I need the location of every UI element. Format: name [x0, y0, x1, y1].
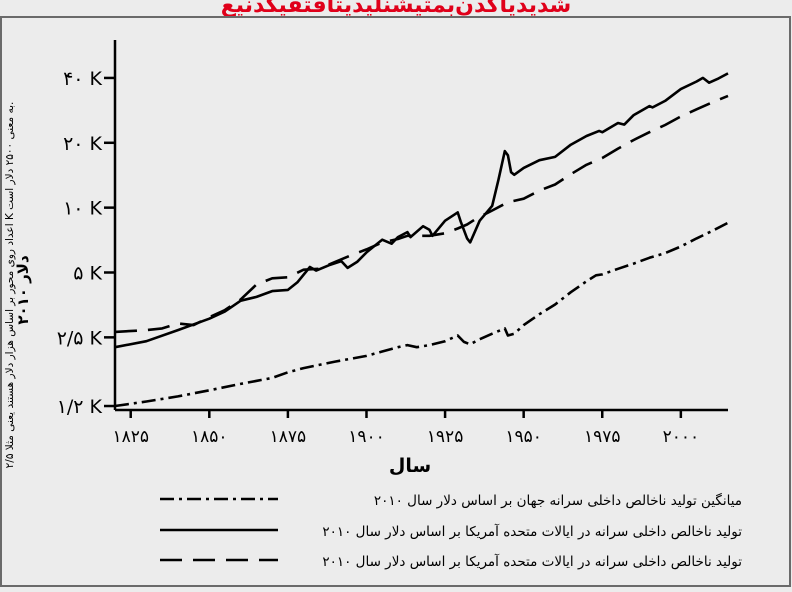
plot-area	[114, 72, 729, 408]
series-line-solid	[114, 72, 729, 349]
x-tick-label: ۱۹۲۵	[427, 427, 464, 447]
x-tick-label: ۱۸۷۵	[270, 427, 307, 447]
x-tick-label: ۱۹۷۵	[584, 427, 621, 447]
y-tick-label: ۲/۵ K	[57, 327, 103, 349]
y-axis-note: اعداد روی محور بر اساس هزار دلار هستند ی…	[4, 102, 16, 469]
x-tick-label: ۲۰۰۰	[663, 427, 700, 447]
y-axis-ticks: ۱/۲ K ۲/۵ K ۵ K ۱۰ K ۲۰ K ۴۰ K	[57, 68, 115, 418]
y-tick-label: ۴۰ K	[63, 68, 102, 90]
chart-frame	[0, 16, 791, 587]
header-title: شدیدیاکدن‌بمثیشنلیدیتاقتفیکدنیع	[221, 0, 572, 18]
y-axis-label: دلار ۲۰۱۰	[14, 255, 32, 325]
y-tick-label: ۲۰ K	[63, 133, 102, 155]
x-tick-label: ۱۹۰۰	[348, 427, 385, 447]
legend-label: میانگین تولید ناخالص داخلی سرانه جهان بر…	[374, 492, 742, 509]
y-tick-label: ۱۰ K	[63, 198, 102, 220]
series-line-dashdot	[114, 221, 729, 408]
x-tick-label: ۱۹۵۰	[505, 427, 542, 447]
y-tick-label: ۱/۲ K	[57, 396, 103, 418]
y-tick-label: ۵ K	[73, 262, 102, 284]
x-tick-label: ۱۸۵۰	[191, 427, 228, 447]
legend: میانگین تولید ناخالص داخلی سرانه جهان بر…	[160, 492, 742, 570]
series-line-dashed	[114, 94, 729, 334]
legend-label: تولید ناخالص داخلی سرانه در ایالات متحده…	[322, 553, 742, 570]
x-axis-ticks: ۱۸۲۵ ۱۸۵۰ ۱۸۷۵ ۱۹۰۰ ۱۹۲۵ ۱۹۵۰ ۱۹۷۵ ۲۰۰۰	[112, 410, 699, 447]
x-axis-label: سال	[389, 455, 431, 477]
legend-label: تولید ناخالص داخلی سرانه در ایالات متحده…	[322, 523, 742, 540]
x-tick-label: ۱۸۲۵	[112, 427, 149, 447]
